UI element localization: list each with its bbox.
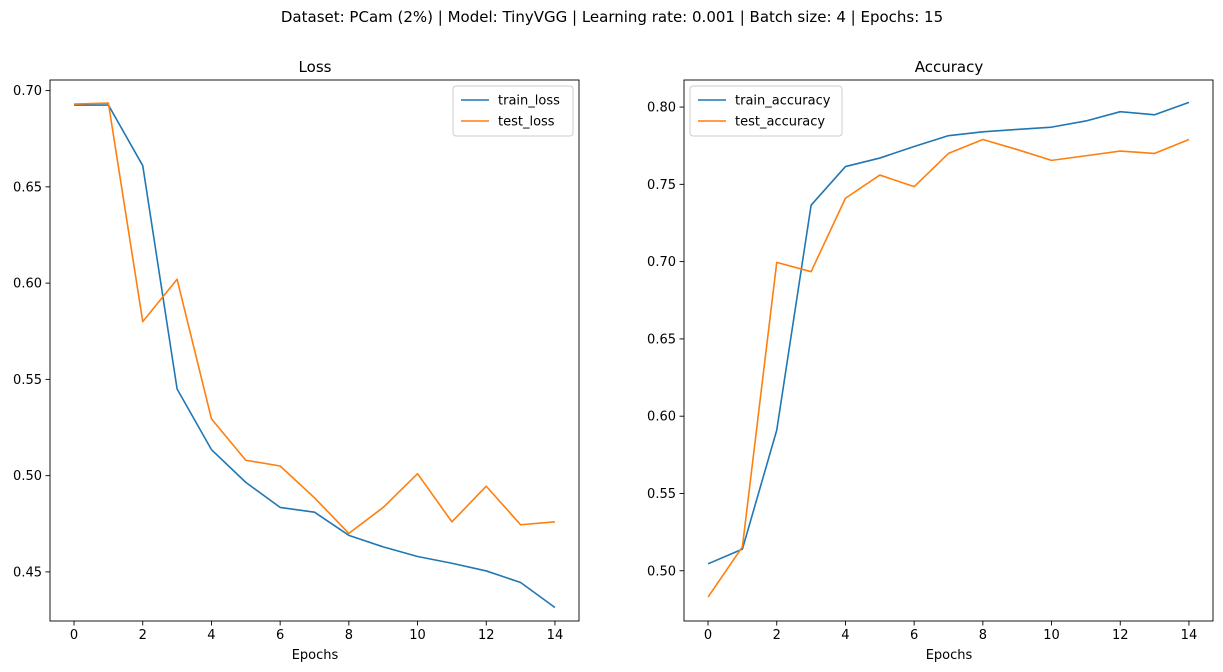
loss-xtick-label: 8: [345, 628, 353, 643]
loss-ytick-label: 0.50: [13, 469, 42, 484]
loss-panel-xlabel: Epochs: [292, 648, 339, 663]
loss-series-test_loss-line: [74, 102, 556, 535]
loss-xtick-label: 0: [70, 628, 78, 643]
accuracy-xtick-label: 14: [1181, 628, 1198, 643]
loss-ytick-label: 0.65: [13, 180, 42, 195]
accuracy-legend-label-train_accuracy: train_accuracy: [735, 94, 831, 109]
accuracy-ytick-label: 0.55: [647, 487, 676, 502]
loss-ytick-label: 0.70: [13, 84, 42, 99]
accuracy-ytick-label: 0.80: [647, 101, 676, 116]
accuracy-xtick-label: 12: [1112, 628, 1129, 643]
loss-legend: train_loss test_loss: [452, 85, 574, 137]
accuracy-ytick-label: 0.65: [647, 332, 676, 347]
accuracy-plot-area: 0 2 4 6 8 10 12 14 0.50 0.55 0.60 0.65 0.70 0.75 0.80 t…: [647, 79, 1214, 643]
loss-xtick-label: 10: [409, 628, 426, 643]
loss-legend-label-test_loss: test_loss: [498, 115, 555, 130]
loss-ytick-label: 0.45: [13, 565, 42, 580]
loss-xtick-label: 6: [276, 628, 284, 643]
accuracy-xtick-label: 4: [841, 628, 849, 643]
loss-series-train_loss-line: [74, 104, 556, 609]
accuracy-panel-xlabel: Epochs: [926, 648, 973, 663]
accuracy-legend: train_accuracy test_accuracy: [689, 85, 843, 137]
accuracy-legend-label-test_accuracy: test_accuracy: [735, 115, 825, 130]
accuracy-panel: Accuracy Epochs 0 2 4 6 8 10 12 140.500.550.600…: [647, 58, 1214, 663]
loss-legend-label-train_loss: train_loss: [498, 94, 560, 109]
loss-panel: Loss Epochs 0 2 4 6 8 10 12 140.450.500.550.600…: [13, 58, 580, 663]
accuracy-xtick-label: 2: [773, 628, 781, 643]
loss-ytick-label: 0.55: [13, 373, 42, 388]
loss-xtick-label: 12: [478, 628, 495, 643]
accuracy-ytick-label: 0.75: [647, 178, 676, 193]
accuracy-xtick-label: 8: [979, 628, 987, 643]
accuracy-legend-box: [689, 85, 843, 137]
loss-ytick-label: 0.60: [13, 277, 42, 292]
accuracy-ytick-label: 0.70: [647, 255, 676, 270]
accuracy-xtick-label: 6: [910, 628, 918, 643]
figure-suptitle: Dataset: PCam (2%) | Model: TinyVGG | Le…: [281, 8, 943, 26]
accuracy-ytick-label: 0.60: [647, 410, 676, 425]
accuracy-xtick-label: 10: [1043, 628, 1060, 643]
accuracy-series-test_accuracy-line: [707, 138, 1190, 598]
accuracy-ytick-label: 0.50: [647, 564, 676, 579]
loss-legend-box: [452, 85, 574, 137]
loss-plot-area: 0 2 4 6 8 10 12 14 0.45 0.50 0.55 0.60 0.65 0.70 train…: [13, 79, 580, 643]
accuracy-xtick-label: 0: [704, 628, 712, 643]
loss-xtick-label: 4: [207, 628, 215, 643]
accuracy-series-train_accuracy-line: [707, 101, 1190, 565]
loss-xtick-label: 2: [139, 628, 147, 643]
loss-axes-frame: [49, 79, 580, 622]
accuracy-axes-frame: [683, 79, 1214, 622]
loss-panel-title: Loss: [299, 58, 332, 76]
loss-xtick-label: 14: [547, 628, 564, 643]
accuracy-panel-title: Accuracy: [915, 58, 984, 76]
